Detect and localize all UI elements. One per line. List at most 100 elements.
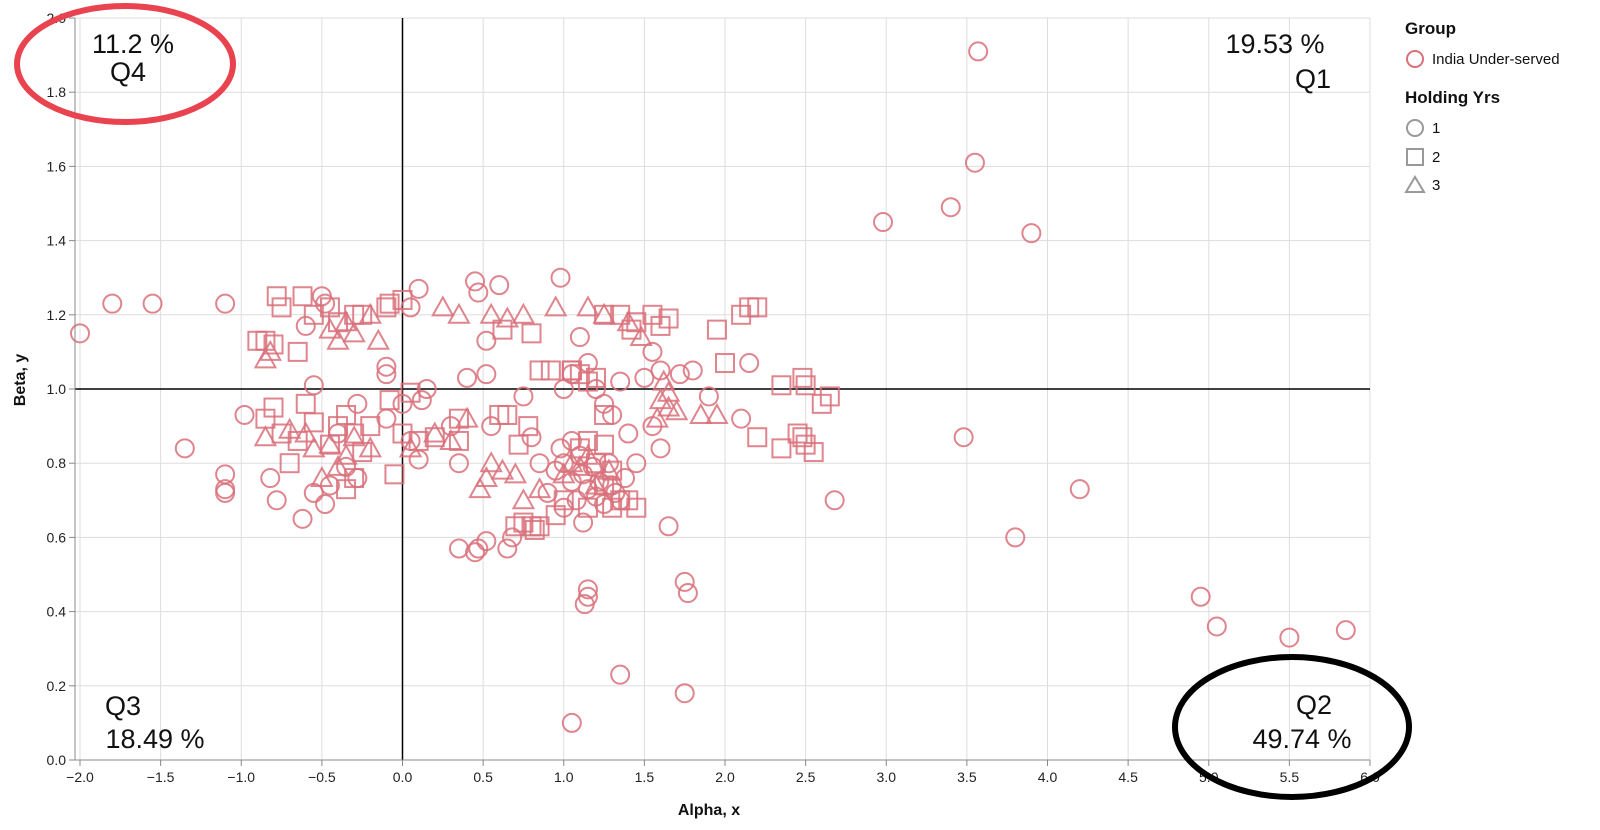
data-point-triangle xyxy=(656,380,681,402)
legend-shape-triangle xyxy=(1404,175,1426,193)
data-point-circle xyxy=(489,275,510,296)
data-point-circle xyxy=(1206,616,1227,637)
data-point-circle xyxy=(561,712,582,733)
data-point-circle xyxy=(476,330,497,351)
x-tick-label: −0.5 xyxy=(308,769,336,785)
data-point-triangle xyxy=(294,421,318,443)
data-point-triangle xyxy=(423,421,447,443)
x-tick-label: 3.0 xyxy=(877,769,897,785)
data-point-circle xyxy=(658,516,679,537)
data-point-square xyxy=(819,386,840,407)
data-point-triangle xyxy=(629,325,653,347)
data-point-square xyxy=(658,308,679,329)
data-point-triangle xyxy=(474,465,499,488)
x-tick-label: 4.0 xyxy=(1038,769,1058,785)
data-point-circle xyxy=(964,152,985,173)
data-point-circle xyxy=(476,364,497,385)
data-point-circle xyxy=(1190,586,1211,607)
quadrant-q2-label: Q2 49.74 % xyxy=(1172,654,1412,800)
data-point-circle xyxy=(457,367,477,388)
x-tick-label: 2.5 xyxy=(796,769,816,785)
data-point-triangle xyxy=(576,295,600,317)
data-point-circle xyxy=(465,542,486,563)
data-point-circle xyxy=(468,282,489,303)
legend-shape-label-1: 1 xyxy=(1432,120,1440,137)
legend-group-title: Group xyxy=(1405,19,1456,38)
data-point-triangle xyxy=(468,477,492,499)
data-point-circle xyxy=(315,293,336,314)
data-point-triangle xyxy=(705,402,729,424)
data-point-circle xyxy=(1069,479,1090,500)
data-point-square xyxy=(400,382,421,403)
q1-percent: 19.53 % xyxy=(1225,29,1324,59)
data-point-circle xyxy=(292,508,313,529)
data-point-square xyxy=(553,490,574,511)
axes: −2.0 −1.5 −1.0 −0.5 0.0 0.5 1.0 1.5 2.0 2.5 3.0 3.5… xyxy=(47,10,1380,785)
data-point-square xyxy=(271,423,292,444)
data-point-square xyxy=(287,341,308,362)
q2-percent: 49.74 % xyxy=(1252,724,1351,754)
data-point-circle xyxy=(215,482,236,503)
data-point-circle xyxy=(315,494,336,515)
legend-shape-label-2: 2 xyxy=(1432,149,1440,166)
data-point-circle xyxy=(739,353,760,374)
data-point-triangle xyxy=(455,406,479,428)
data-point-triangle xyxy=(552,462,576,484)
data-point-triangle xyxy=(479,302,503,324)
legend-shape-label-3: 3 xyxy=(1432,177,1440,194)
data-point-circle xyxy=(824,490,845,511)
data-point-circle xyxy=(416,379,437,399)
data-point-circle xyxy=(677,583,698,604)
data-point-circle xyxy=(266,490,287,511)
data-point-circle xyxy=(618,423,639,444)
data-point-square xyxy=(424,427,445,448)
data-point-triangle xyxy=(342,321,366,343)
data-point-circle xyxy=(573,512,594,533)
data-point-square xyxy=(263,334,284,355)
data-point-square xyxy=(540,360,561,381)
data-point-circle xyxy=(376,364,397,385)
data-point-square xyxy=(521,323,542,344)
data-point-circle xyxy=(513,386,534,407)
data-point-triangle xyxy=(576,443,600,465)
q1-name: Q1 xyxy=(1295,64,1331,94)
data-point-square xyxy=(577,430,598,451)
x-tick-label: 0.0 xyxy=(393,769,413,785)
data-point-circle xyxy=(1005,527,1026,548)
data-point-circle xyxy=(537,482,558,503)
data-point-square xyxy=(303,412,324,433)
data-point-circle xyxy=(698,386,719,407)
x-tick-label: −1.5 xyxy=(147,769,175,785)
data-point-square xyxy=(771,375,792,396)
data-point-triangle xyxy=(318,317,342,339)
data-point-circle xyxy=(953,427,974,448)
data-point-triangle xyxy=(366,328,391,350)
data-point-square xyxy=(561,360,582,381)
data-point-circle xyxy=(731,408,752,429)
y-tick-label: 1.0 xyxy=(47,381,67,397)
data-point-triangle xyxy=(648,388,673,410)
data-point-triangle xyxy=(326,454,350,476)
data-point-square xyxy=(626,497,647,518)
data-point-square xyxy=(392,423,413,444)
data-point-triangle xyxy=(277,417,302,439)
x-tick-label: 3.5 xyxy=(957,769,977,785)
data-point-triangle xyxy=(431,295,455,317)
data-point-circle xyxy=(102,293,123,314)
data-point-triangle xyxy=(645,406,669,428)
data-point-square xyxy=(492,319,513,340)
data-point-square xyxy=(360,416,381,437)
data-point-circle xyxy=(497,538,518,559)
data-point-square xyxy=(747,427,768,448)
y-tick-label: 1.8 xyxy=(47,84,67,100)
data-point-circle xyxy=(142,293,163,314)
data-point-square xyxy=(336,479,357,500)
q2-highlight-circle xyxy=(1172,654,1412,800)
data-point-square xyxy=(384,464,405,485)
data-point-triangle xyxy=(447,302,471,324)
x-tick-label: 5.5 xyxy=(1280,769,1300,785)
data-point-circle xyxy=(408,278,429,299)
legend: Group India Under-served Holding Yrs 1 2… xyxy=(1404,19,1560,194)
legend-group-swatch xyxy=(1406,50,1424,68)
